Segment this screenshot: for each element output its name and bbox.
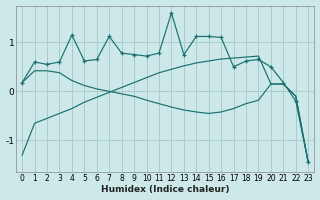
X-axis label: Humidex (Indice chaleur): Humidex (Indice chaleur) <box>101 185 229 194</box>
